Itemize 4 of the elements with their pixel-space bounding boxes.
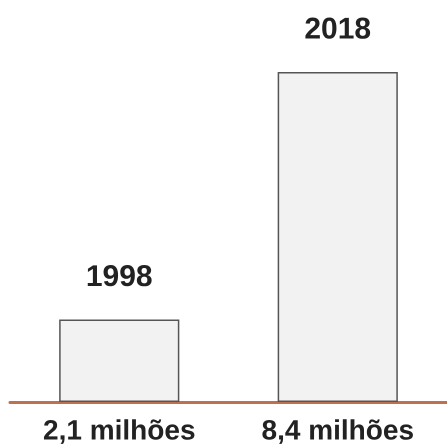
x-tick-label: 1998 (86, 260, 153, 293)
data-label: 8,4 milhões (261, 414, 414, 444)
x-tick-label: 2018 (304, 12, 372, 46)
data-label: 2,1 milhões (42, 414, 196, 444)
